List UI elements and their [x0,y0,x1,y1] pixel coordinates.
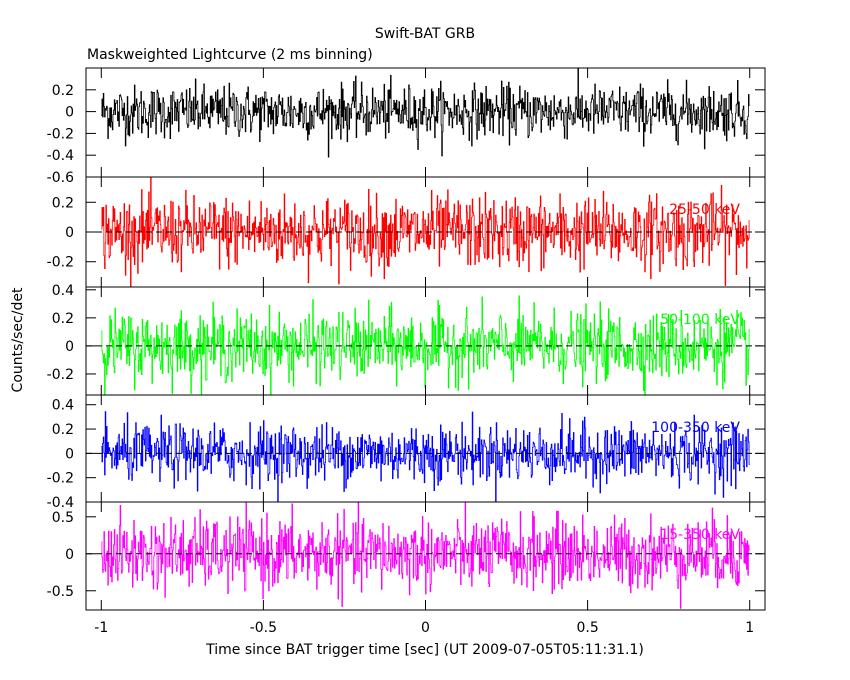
chart-title: Swift-BAT GRB [375,26,475,42]
series-trace-2 [101,177,750,287]
panel-label-5: 15-350 keV [660,527,740,543]
x-tick-label-1: -0.5 [250,620,277,636]
y-axis-label: Counts/sec/det [10,287,26,392]
y-tick-label-4-4: -0.4 [47,495,74,511]
x-tick-label-2: 0 [421,620,430,636]
y-tick-label-2-2: -0.2 [47,255,74,271]
panel-label-3: 50-100 keV [660,312,740,328]
y-tick-label-1-1: 0 [65,105,74,121]
x-tick-label-3: 0.5 [576,620,598,636]
y-tick-label-2-1: 0 [65,225,74,241]
y-tick-label-5-2: -0.5 [47,584,74,600]
series-trace-1 [101,68,750,158]
y-tick-label-5-1: 0 [65,547,74,563]
y-tick-label-1-3: -0.4 [47,148,74,164]
y-tick-label-4-0: 0.4 [52,398,74,414]
y-tick-label-4-1: 0.2 [52,422,74,438]
y-tick-label-1-2: -0.2 [47,126,74,142]
y-tick-label-4-3: -0.2 [47,471,74,487]
series-trace-4 [101,411,750,502]
panel-label-4: 100-350 keV [651,420,740,436]
panel-1: 0.2 0 -0.2 -0.4 -0.6 [47,67,766,186]
panels-group: 0.20-0.2-0.4-0.60.20-0.225-50 keV0.40.20… [47,67,766,636]
y-tick-label-5-0: 0.5 [52,510,74,526]
x-tick-label-0: -1 [94,620,108,636]
y-tick-label-3-2: 0 [65,339,74,355]
y-tick-label-3-3: -0.2 [47,367,74,383]
series-trace-5 [101,502,750,609]
panel-2: 0.2 0 -0.2 25-50 keV [47,176,766,288]
x-axis-label: Time since BAT trigger time [sec] (UT 20… [205,642,644,658]
panel-4: 0.4 0.2 0 -0.2 -0.4 100-350 keV [47,394,766,511]
y-tick-label-2-0: 0.2 [52,195,74,211]
chart-subtitle: Maskweighted Lightcurve (2 ms binning) [87,47,373,63]
panel-3: 0.4 0.2 0 -0.2 50-100 keV [47,283,766,396]
series-trace-3 [101,295,750,395]
panel-frame-1 [85,67,766,178]
y-tick-label-4-2: 0 [65,446,74,462]
panel-label-2: 25-50 keV [669,202,740,218]
y-tick-label-3-0: 0.4 [52,283,74,299]
x-tick-label-4: 1 [745,620,754,636]
panel-5: 0.5 0 -0.5 15-350 keV [47,501,766,611]
y-tick-label-3-1: 0.2 [52,311,74,327]
y-tick-label-1-4: -0.6 [47,170,74,186]
y-tick-label-1-0: 0.2 [52,83,74,99]
